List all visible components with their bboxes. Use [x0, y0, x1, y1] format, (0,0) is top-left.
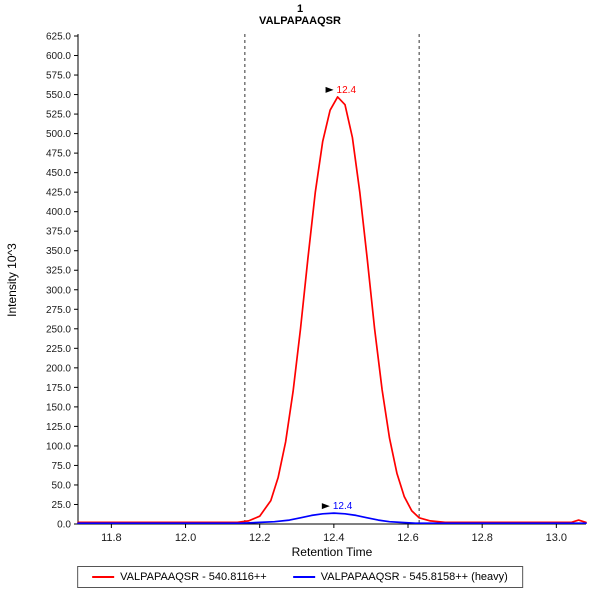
svg-text:125.0: 125.0 — [46, 422, 71, 433]
legend-swatch — [92, 576, 115, 578]
svg-text:475.0: 475.0 — [46, 149, 71, 160]
svg-text:50.0: 50.0 — [52, 480, 72, 491]
svg-text:225.0: 225.0 — [46, 344, 71, 355]
series-path-0 — [77, 96, 587, 524]
y-tick-labels: 0.0 25.0 50.0 75.0 100.0 125.0 150.0 175.0 200.0… — [46, 32, 78, 531]
svg-text:12.8: 12.8 — [471, 532, 492, 544]
chart-title: 1 — [296, 3, 304, 15]
legend-label: VALPAPAAQSR - 545.8158++ (heavy) — [320, 571, 508, 583]
svg-text:325.0: 325.0 — [46, 266, 71, 277]
svg-text:350.0: 350.0 — [46, 246, 71, 257]
legend-item-heavy: VALPAPAAQSR - 545.8158++ (heavy) — [292, 571, 508, 583]
x-axis-label: Retention Time — [291, 545, 373, 559]
svg-text:450.0: 450.0 — [46, 168, 71, 179]
svg-text:600.0: 600.0 — [46, 51, 71, 62]
svg-text:100.0: 100.0 — [46, 441, 71, 452]
svg-text:13.0: 13.0 — [546, 532, 567, 544]
svg-text:12.0: 12.0 — [175, 532, 196, 544]
svg-text:300.0: 300.0 — [46, 285, 71, 296]
peak-arrow-icon — [321, 503, 330, 510]
svg-text:12.6: 12.6 — [397, 532, 418, 544]
svg-text:575.0: 575.0 — [46, 71, 71, 82]
svg-text:525.0: 525.0 — [46, 110, 71, 121]
legend: VALPAPAAQSR - 540.8116++ VALPAPAAQSR - 5… — [77, 566, 523, 588]
svg-text:250.0: 250.0 — [46, 324, 71, 335]
svg-text:200.0: 200.0 — [46, 363, 71, 374]
svg-text:11.8: 11.8 — [101, 532, 122, 544]
svg-text:550.0: 550.0 — [46, 90, 71, 101]
svg-text:400.0: 400.0 — [46, 207, 71, 218]
svg-text:425.0: 425.0 — [46, 188, 71, 199]
legend-swatch — [292, 576, 315, 578]
x-tick-labels: 11.8 12.0 12.2 12.4 12.6 12.8 13.0 — [101, 524, 567, 544]
svg-text:25.0: 25.0 — [52, 500, 72, 511]
peak-rt-annotation: 12.4 — [337, 85, 357, 96]
svg-text:175.0: 175.0 — [46, 383, 71, 394]
svg-text:75.0: 75.0 — [52, 461, 72, 472]
y-axis-label: Intensity 10^3 — [5, 243, 19, 317]
svg-text:625.0: 625.0 — [46, 32, 71, 43]
legend-label: VALPAPAAQSR - 540.8116++ — [120, 571, 267, 583]
svg-text:150.0: 150.0 — [46, 402, 71, 413]
svg-text:275.0: 275.0 — [46, 305, 71, 316]
svg-text:0.0: 0.0 — [57, 520, 71, 531]
svg-text:375.0: 375.0 — [46, 227, 71, 238]
peak-arrow-icon — [325, 86, 334, 93]
svg-text:500.0: 500.0 — [46, 129, 71, 140]
svg-text:12.4: 12.4 — [323, 532, 344, 544]
series-path-1 — [77, 512, 587, 525]
svg-text:12.2: 12.2 — [249, 532, 270, 544]
peptide-title: VALPAPAAQSR — [259, 15, 341, 27]
peak-rt-annotation: 12.4 — [333, 501, 353, 512]
legend-item-light: VALPAPAAQSR - 540.8116++ — [92, 571, 267, 583]
